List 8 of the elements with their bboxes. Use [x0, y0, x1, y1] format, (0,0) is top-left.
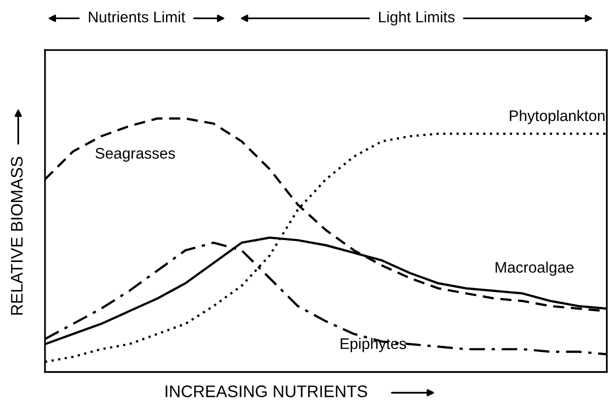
text: Nutrients Limit	[88, 11, 186, 22]
series-label: Macroalgae	[496, 262, 574, 276]
series-label: Phytoplankton	[510, 110, 604, 124]
series-label: Seagrasses	[96, 148, 175, 162]
text: Light Limits	[379, 11, 455, 26]
series-label: Epiphytes	[340, 338, 406, 352]
x-axis-title: INCREASING NUTRIENTS	[166, 385, 368, 398]
y-axis-title: RELATIVE BIOMASS	[10, 156, 23, 315]
